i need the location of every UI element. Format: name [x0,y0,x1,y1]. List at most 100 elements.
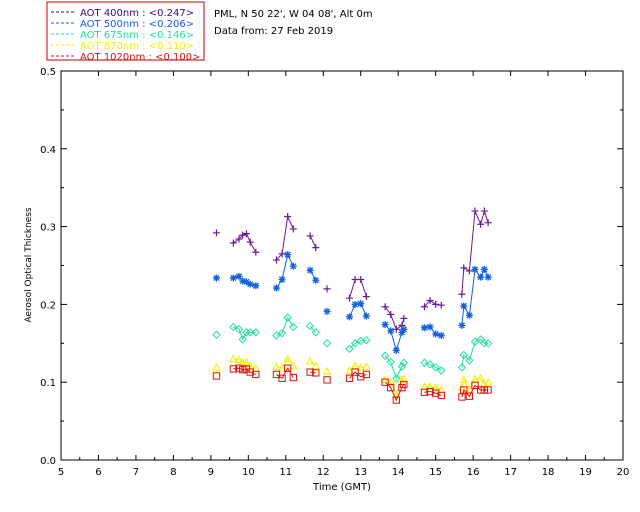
series-line [309,235,317,248]
data-point-star [381,321,389,329]
y-tick-label: 0.5 [40,67,56,78]
data-point-diamond [212,330,221,339]
data-point-triangle [212,362,221,371]
data-point-star [387,327,395,335]
data-point-diamond [425,360,435,369]
data-point-square [426,387,434,396]
data-point-square [484,386,492,394]
data-point-diamond [459,350,468,360]
data-point-diamond [311,328,320,337]
data-point-plus [357,276,365,284]
data-point-star [284,251,292,259]
data-point-plus [284,212,292,220]
x-tick-label: 6 [95,467,101,478]
data-point-diamond [420,358,429,367]
data-point-square [312,369,320,377]
data-point-star [460,302,468,310]
data-point-square [246,368,254,376]
data-point-diamond [289,322,298,332]
data-point-star [212,274,220,282]
data-point-triangle [277,363,287,372]
data-point-triangle [399,374,409,383]
data-point-square [306,368,314,376]
data-point-triangle [425,382,435,391]
data-point-square [278,374,286,382]
data-point-diamond [465,356,474,365]
x-tick-label: 18 [542,467,555,478]
data-point-star [235,272,243,280]
data-point-plus [426,297,434,305]
x-tick-label: 11 [279,467,292,478]
data-point-triangle [322,366,332,375]
series-line [461,268,489,326]
data-point-star [426,323,434,331]
data-point-plus [392,325,400,333]
data-point-square [351,368,359,376]
data-point-diamond [229,322,238,332]
series-line [233,232,257,253]
data-point-star [306,266,314,274]
data-point-triangle [356,362,366,371]
station-info: PML, N 50 22', W 04 08', Alt 0m [214,9,373,20]
data-point-square [381,378,389,386]
data-point-diamond [431,363,440,372]
data-point-plus [484,219,492,227]
y-tick-label: 0.4 [40,145,56,156]
data-point-star [229,274,237,282]
x-tick-label: 10 [242,467,255,478]
data-point-diamond [234,325,244,334]
data-point-square [345,374,354,382]
data-point-plus [381,303,389,311]
y-tick-label: 0.0 [40,456,56,467]
data-point-triangle [311,361,321,370]
data-point-plus [432,300,440,308]
data-point-triangle [397,375,407,384]
data-point-star [432,330,440,338]
data-point-star [480,265,488,273]
data-point-triangle [459,375,469,384]
data-point-square [392,396,400,404]
data-point-diamond [470,337,480,346]
data-point-diamond [305,321,315,331]
data-point-diamond [380,351,390,360]
series-line [233,326,256,341]
legend-label: AOT 675nm : <0.146> [80,30,194,41]
data-point-plus [306,232,314,240]
data-point-triangle [234,355,244,363]
x-axis-label: Time (GMT) [312,482,371,493]
x-tick-label: 8 [170,467,176,478]
data-point-star [398,328,406,336]
data-point-plus [323,285,331,293]
data-point-triangle [362,362,371,370]
data-point-triangle [483,377,493,386]
data-point-star [471,265,479,273]
data-point-star [252,282,260,290]
data-point-plus [235,235,243,243]
data-point-diamond [242,328,251,337]
x-tick-label: 5 [58,467,64,478]
data-point-plus [400,314,408,322]
series-aot-1020nm [212,364,492,404]
data-point-plus [471,207,479,215]
data-point-plus [480,207,488,215]
data-point-diamond [350,339,360,348]
data-point-plus [420,303,428,311]
data-point-plus [212,229,220,237]
data-point-plus [460,264,468,272]
data-point-star [289,262,297,270]
legend-label: AOT 870nm : <0.110> [80,41,194,52]
x-tick-label: 19 [579,467,592,478]
x-tick-label: 16 [467,467,480,478]
data-point-star [345,313,353,321]
x-tick-label: 15 [429,467,442,478]
y-tick-label: 0.1 [40,378,56,389]
data-point-star [362,312,370,320]
data-point-star [465,311,473,319]
data-point-diamond [345,344,354,353]
series-line [461,384,489,398]
data-point-square [272,370,281,379]
data-point-plus [278,250,286,258]
series-line [384,355,405,380]
data-point-square [465,392,474,400]
data-point-star [242,278,250,286]
